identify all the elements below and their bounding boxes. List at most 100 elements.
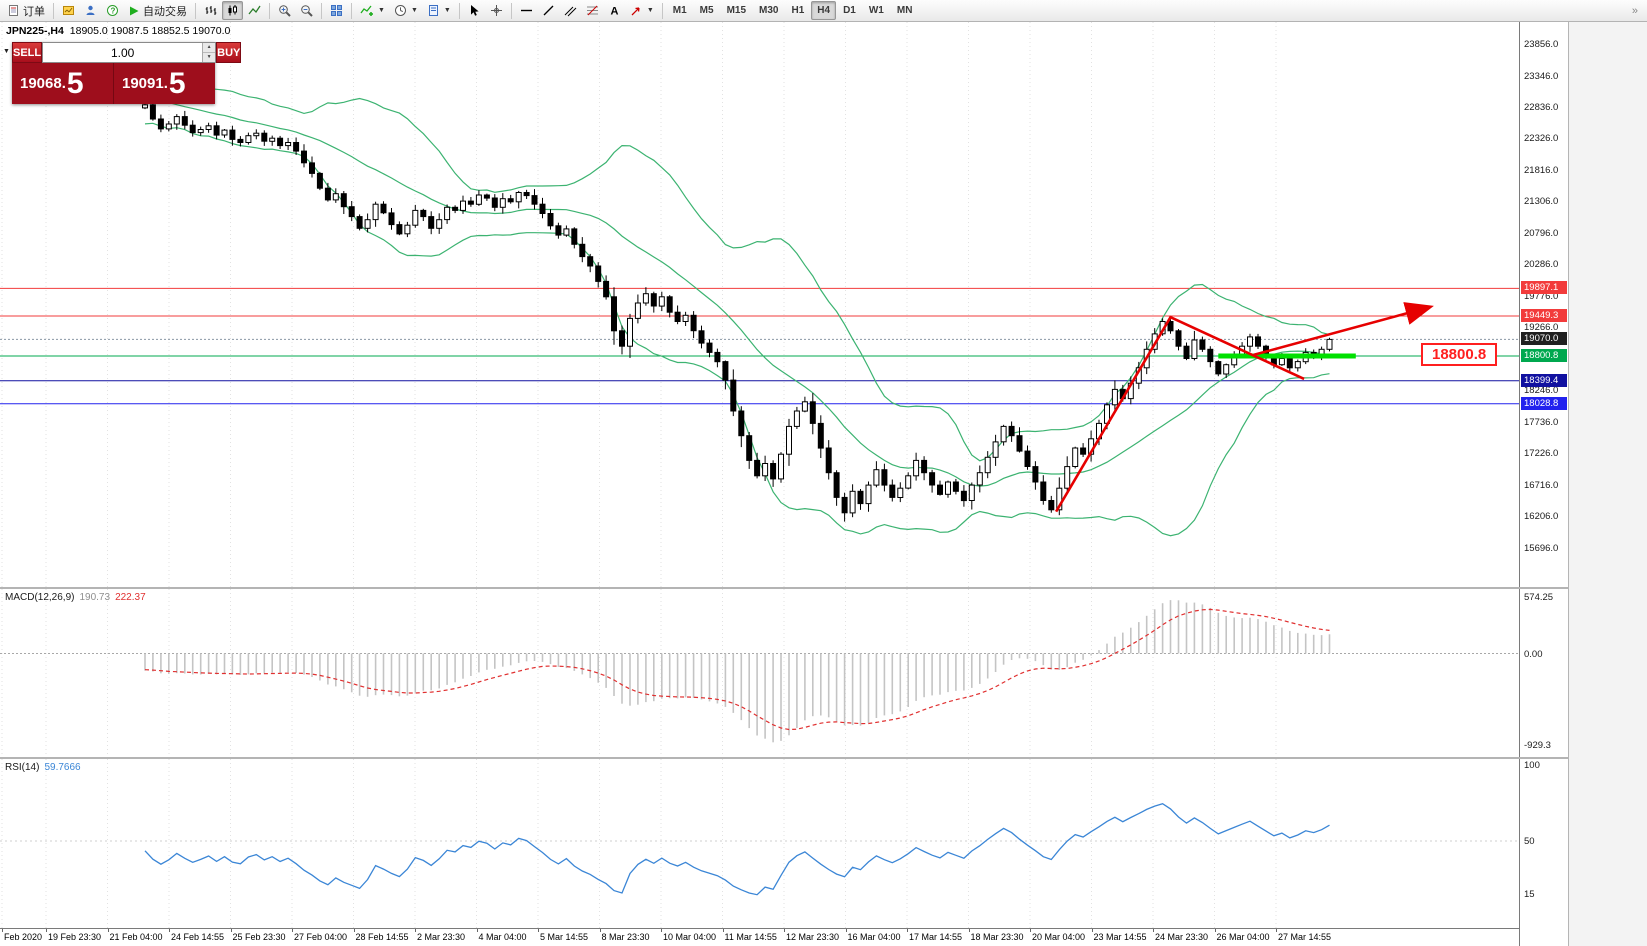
help-button[interactable]: ? bbox=[102, 1, 123, 20]
market-watch-button[interactable] bbox=[58, 1, 79, 20]
svg-text:?: ? bbox=[111, 7, 116, 16]
level-price-label: 18399.4 bbox=[1521, 373, 1567, 387]
zoom-out-button[interactable] bbox=[296, 1, 317, 20]
price-axis-tick: 23346.0 bbox=[1524, 70, 1559, 82]
text-button[interactable]: A bbox=[604, 1, 625, 20]
price-axis-tick: 17226.0 bbox=[1524, 448, 1559, 460]
time-axis-tick bbox=[1091, 929, 1093, 932]
price-axis-tick: 22326.0 bbox=[1524, 133, 1559, 145]
time-axis-label: 4 Mar 04:00 bbox=[478, 932, 527, 942]
rsi-indicator-pane[interactable]: RSI(14) 59.7666 bbox=[0, 759, 1519, 928]
crosshair-button[interactable] bbox=[486, 1, 507, 20]
macd-indicator-pane[interactable]: MACD(12,26,9) 190.73 222.37 bbox=[0, 589, 1519, 757]
indicators-button[interactable]: ▼ bbox=[356, 1, 389, 20]
macd-canvas[interactable] bbox=[0, 589, 1519, 757]
bar-chart-button[interactable] bbox=[200, 1, 221, 20]
time-axis-tick bbox=[1153, 929, 1154, 932]
sell-button[interactable]: SELL bbox=[12, 42, 43, 63]
support-level-annotation[interactable]: 18800.8 bbox=[1421, 343, 1498, 366]
time-axis-tick bbox=[1214, 929, 1216, 932]
time-axis-label: 8 Mar 23:30 bbox=[601, 932, 650, 942]
volume-spinner[interactable]: ▲ ▼ bbox=[202, 43, 216, 62]
time-axis-tick bbox=[415, 929, 416, 932]
toolbar-overflow-icon[interactable]: » bbox=[1631, 4, 1638, 17]
dropdown-caret-icon: ▼ bbox=[378, 7, 385, 14]
arrows-tool-button[interactable]: ▼ bbox=[626, 1, 658, 20]
bollinger-bands bbox=[144, 63, 1330, 537]
spinner-up-icon[interactable]: ▲ bbox=[203, 43, 216, 53]
bar-chart-icon bbox=[204, 4, 217, 17]
line-chart-icon bbox=[248, 4, 261, 17]
one-click-collapse-icon[interactable]: ▼ bbox=[3, 48, 10, 55]
timeframe-button-h4[interactable]: H4 bbox=[811, 1, 837, 20]
tile-windows-button[interactable] bbox=[326, 1, 347, 20]
toolbar-separator bbox=[510, 2, 512, 19]
time-axis[interactable]: Feb 2020 19 Feb 23:30 21 Feb 04:00 24 Feb 1… bbox=[0, 928, 1519, 946]
dropdown-caret-icon: ▼ bbox=[646, 7, 654, 14]
zoom-in-button[interactable] bbox=[274, 1, 295, 20]
time-axis-label: 18 Mar 23:30 bbox=[970, 932, 1024, 942]
timeframe-button-mn[interactable]: MN bbox=[891, 1, 919, 20]
periods-button[interactable]: ▼ bbox=[390, 1, 422, 20]
timeframe-button-m5[interactable]: M5 bbox=[694, 1, 720, 20]
time-axis-tick bbox=[845, 929, 847, 932]
time-axis-label: 11 Mar 14:55 bbox=[724, 932, 777, 942]
time-axis-tick bbox=[230, 929, 232, 932]
price-axis-tick: 21816.0 bbox=[1524, 164, 1559, 176]
level-price-label: 19449.3 bbox=[1521, 309, 1567, 322]
toolbar-separator bbox=[321, 2, 322, 19]
time-axis-label: 24 Mar 23:30 bbox=[1155, 932, 1209, 942]
macd-axis-tick: 0.00 bbox=[1524, 648, 1543, 660]
main-chart-pane[interactable]: JPN225-,H4 18905.0 19087.5 18852.5 19070.… bbox=[0, 22, 1519, 587]
new-order-label: 订单 bbox=[23, 5, 45, 18]
buy-price-main: 19091. bbox=[122, 75, 168, 92]
timeframe-button-m1[interactable]: M1 bbox=[667, 1, 693, 20]
rsi-axis-tick: 100 bbox=[1524, 760, 1540, 771]
time-axis-label: 23 Mar 14:55 bbox=[1093, 932, 1147, 942]
main-chart-canvas[interactable] bbox=[0, 22, 1519, 587]
buy-price[interactable]: 19091. 5 bbox=[114, 63, 215, 104]
fibonacci-button[interactable] bbox=[582, 1, 603, 20]
sell-price-main: 19068. bbox=[20, 75, 66, 92]
time-axis-label: 21 Feb 04:00 bbox=[109, 932, 163, 942]
pane-separator[interactable] bbox=[0, 587, 1568, 589]
new-order-button[interactable]: 订单 bbox=[3, 1, 49, 20]
time-axis-tick bbox=[599, 929, 601, 932]
timeframe-button-w1[interactable]: W1 bbox=[863, 1, 890, 20]
channel-button[interactable] bbox=[560, 1, 581, 20]
timeframe-button-d1[interactable]: D1 bbox=[837, 1, 862, 20]
rsi-canvas[interactable] bbox=[0, 759, 1519, 928]
chart-title: JPN225-,H4 18905.0 19087.5 18852.5 19070.… bbox=[6, 25, 230, 37]
sell-price[interactable]: 19068. 5 bbox=[12, 63, 114, 104]
line-chart-button[interactable] bbox=[244, 1, 265, 20]
time-axis-tick bbox=[1030, 929, 1031, 932]
pane-separator[interactable] bbox=[0, 757, 1568, 759]
data-window-button[interactable] bbox=[80, 1, 101, 20]
timeframe-button-m30[interactable]: M30 bbox=[753, 1, 784, 20]
trendline-button[interactable] bbox=[538, 1, 559, 20]
time-axis-label: 27 Mar 14:55 bbox=[1278, 932, 1332, 942]
timeframe-button-m15[interactable]: M15 bbox=[721, 1, 752, 20]
spinner-down-icon[interactable]: ▼ bbox=[203, 53, 216, 62]
templates-button[interactable]: ▼ bbox=[423, 1, 455, 20]
time-axis-label: 27 Feb 04:00 bbox=[294, 932, 348, 942]
toolbar: 订单 ? 自动交易 ▼ ▼ ▼ A ▼ M1 M5 M15 M30 H1 H4 D1 W1 MN… bbox=[0, 0, 1647, 22]
grid-lines bbox=[0, 759, 1519, 928]
trend-drawings[interactable] bbox=[1054, 302, 1434, 513]
cursor-button[interactable] bbox=[464, 1, 485, 20]
svg-text:A: A bbox=[610, 6, 618, 18]
autotrade-button[interactable]: 自动交易 bbox=[124, 1, 191, 20]
time-axis-label: 25 Feb 23:30 bbox=[232, 932, 286, 942]
price-axis-tick: 23856.0 bbox=[1524, 39, 1559, 50]
horizontal-line-button[interactable] bbox=[516, 1, 537, 20]
timeframe-button-h1[interactable]: H1 bbox=[785, 1, 810, 20]
zoom-out-icon bbox=[300, 4, 313, 17]
data-window-icon bbox=[84, 4, 97, 17]
price-axis-tick: 16206.0 bbox=[1524, 511, 1559, 523]
buy-button[interactable]: BUY bbox=[216, 42, 242, 63]
rsi-line bbox=[144, 802, 1330, 896]
price-scale[interactable]: 23856.0 23346.0 22836.0 22326.0 21816.0 21306… bbox=[1519, 22, 1568, 946]
volume-input[interactable] bbox=[43, 43, 203, 62]
toolbar-separator bbox=[661, 2, 663, 19]
candlestick-chart-button[interactable] bbox=[222, 1, 243, 20]
